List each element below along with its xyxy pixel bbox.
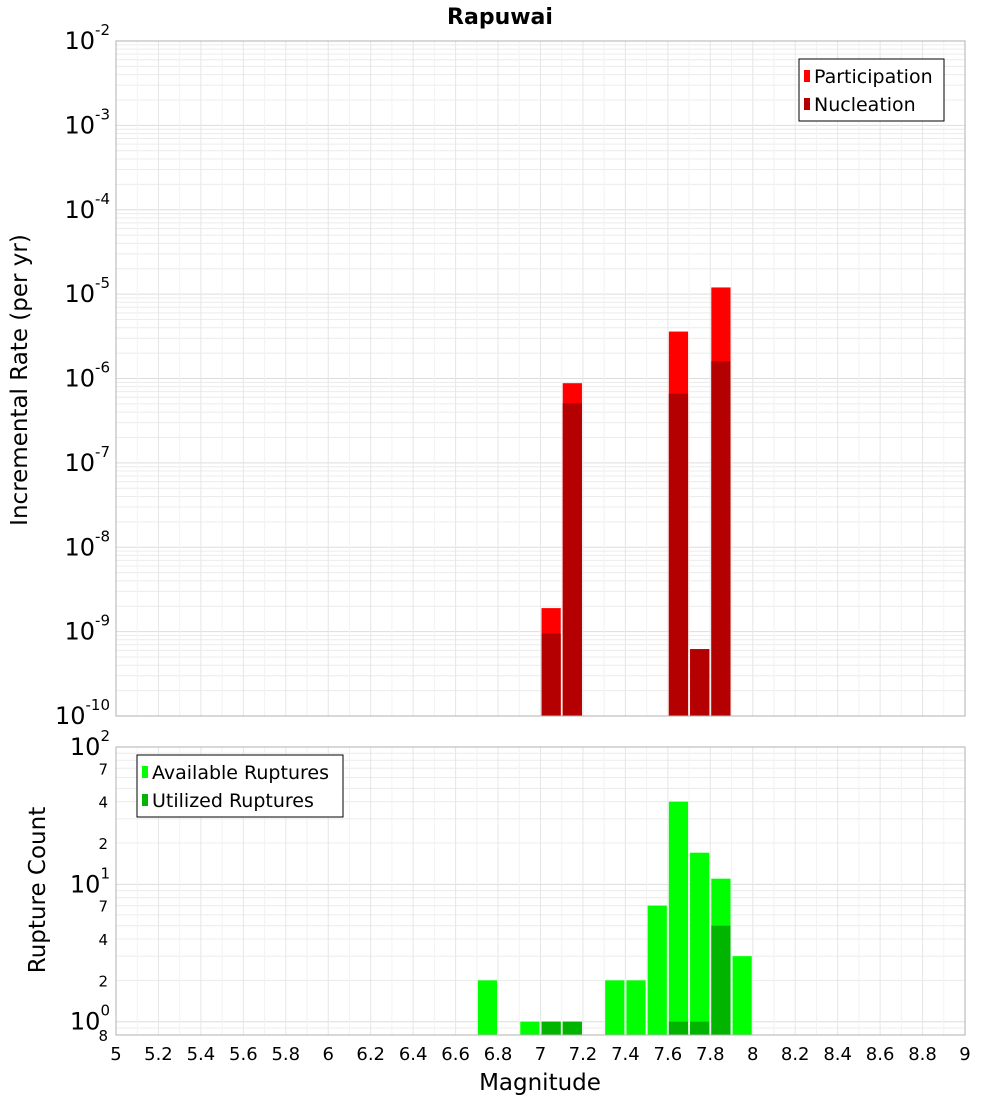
count-y-minor-tick-label: 4	[98, 931, 108, 949]
rate-legend: Participation Nucleation	[798, 58, 945, 122]
count-y-minor-tick-label: 8	[98, 1027, 108, 1045]
count-bar	[605, 980, 625, 1035]
x-tick-label: 8.8	[908, 1044, 937, 1065]
count-y-minor-tick-label: 7	[98, 760, 108, 778]
count-legend-box	[136, 754, 344, 818]
count-y-tick-label: 101	[70, 864, 110, 898]
x-tick-label: 7.8	[696, 1044, 725, 1065]
rate-bar	[541, 633, 561, 716]
x-tick-label: 7.6	[654, 1044, 683, 1065]
count-legend-swatch	[142, 794, 148, 806]
rate-legend-label: Participation	[814, 66, 933, 88]
rate-legend-label: Nucleation	[814, 94, 916, 116]
x-tick-label: 9	[959, 1044, 970, 1065]
x-tick-label: 5.8	[271, 1044, 300, 1065]
count-bar	[477, 980, 498, 1035]
x-tick-label: 5.2	[144, 1044, 173, 1065]
x-tick-label: 7.4	[611, 1044, 640, 1065]
count-bar	[562, 1021, 582, 1035]
x-tick-label: 6	[323, 1044, 334, 1065]
count-frame	[115, 746, 966, 1036]
count-bar	[520, 1021, 540, 1035]
count-panel: 100 101 102 8 2 4 7 2 4 7 5 5.2 5.4 5.6 5.8 6 6.2 6.4 6.6 6…	[70, 727, 971, 1065]
x-tick-label: 6.6	[441, 1044, 470, 1065]
x-tick-label: 8.2	[781, 1044, 810, 1065]
count-y-minor-tick-label: 7	[98, 898, 108, 916]
x-tick-label: 8.6	[866, 1044, 895, 1065]
rate-grid	[115, 40, 966, 717]
rate-legend-swatch	[804, 98, 810, 110]
rate-bar	[668, 393, 689, 716]
rate-bar	[711, 361, 731, 716]
count-bar	[647, 905, 667, 1035]
count-legend-swatch	[142, 766, 148, 778]
count-bar	[668, 1021, 689, 1035]
count-legend-label: Utilized Ruptures	[152, 790, 314, 812]
rate-y-tick-label: 10-10	[55, 696, 110, 730]
x-tick-label: 6.8	[484, 1044, 513, 1065]
x-tick-label: 5.6	[229, 1044, 258, 1065]
rate-y-axis-label: Incremental Rate (per yr)	[7, 234, 33, 526]
x-tick-label: 6.4	[399, 1044, 428, 1065]
rate-y-tick-label: 10-8	[64, 527, 110, 561]
rate-y-tick-label: 10-5	[64, 274, 110, 308]
count-bar	[541, 1021, 561, 1035]
rate-series-1	[541, 361, 731, 716]
x-tick-label: 5	[110, 1044, 121, 1065]
x-tick-label: 7	[535, 1044, 546, 1065]
x-tick-label: 8.4	[823, 1044, 852, 1065]
rate-frame	[115, 40, 966, 717]
rate-y-tick-label: 10-6	[64, 359, 110, 393]
rate-y-tick-label: 10-7	[64, 443, 110, 477]
count-bar	[668, 801, 689, 1035]
count-y-tick-label: 102	[70, 727, 110, 761]
x-tick-label: 5.4	[187, 1044, 216, 1065]
rate-y-tick-label: 10-9	[64, 612, 110, 646]
count-y-minor-tick-label: 2	[98, 972, 108, 990]
count-bar	[626, 980, 646, 1035]
x-axis-label: Magnitude	[479, 1070, 601, 1096]
x-tick-label: 8	[747, 1044, 758, 1065]
count-y-tick-label: 100	[70, 1002, 110, 1036]
count-series-1	[541, 925, 731, 1035]
rate-y-tick-label: 10-2	[64, 21, 110, 55]
count-y-minor-tick-label: 2	[98, 835, 108, 853]
count-bar	[690, 852, 710, 1035]
count-y-axis-label: Rupture Count	[25, 807, 51, 973]
count-bar	[690, 1021, 710, 1035]
x-tick-label: 7.2	[569, 1044, 598, 1065]
x-tick-label: 6.2	[356, 1044, 385, 1065]
count-legend-label: Available Ruptures	[152, 762, 329, 784]
count-bar	[711, 925, 731, 1035]
rate-y-tick-label: 10-4	[64, 190, 110, 224]
rate-legend-box	[798, 58, 945, 122]
rate-legend-swatch	[804, 70, 810, 82]
rate-bar	[690, 649, 710, 716]
rate-y-tick-label: 10-3	[64, 105, 110, 139]
count-bar	[732, 956, 752, 1035]
count-legend: Available Ruptures Utilized Ruptures	[136, 754, 344, 818]
rate-bar	[562, 403, 582, 716]
rate-panel: 10-10 10-9 10-8 10-7 10-6 10-5 10-4 10-3 10-2 Par…	[55, 21, 966, 730]
chart-title: Rapuwai	[447, 5, 553, 30]
count-y-minor-tick-label: 4	[98, 794, 108, 812]
